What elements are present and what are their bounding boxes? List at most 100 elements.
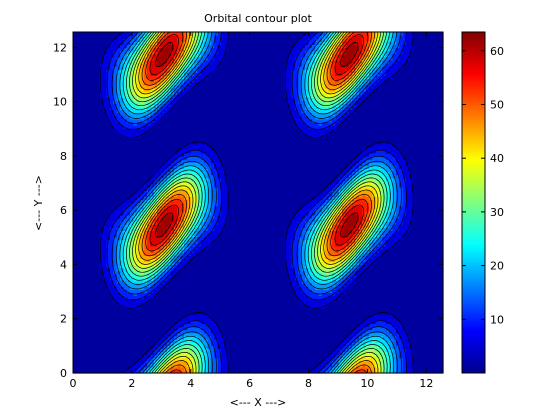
contour-cell [184, 183, 188, 188]
contour-cell [163, 289, 168, 293]
contour-cell [153, 357, 158, 362]
contour-cell [217, 53, 222, 58]
contour-cell [130, 84, 135, 89]
contour-cell [73, 199, 77, 204]
contour-cell [214, 180, 219, 185]
contour-cell [83, 295, 88, 300]
contour-cell [106, 348, 111, 352]
contour-cell [79, 32, 84, 36]
contour-cell [83, 90, 88, 95]
contour-cell [221, 366, 225, 371]
contour-cell [76, 115, 81, 120]
contour-cell [160, 295, 165, 300]
contour-cell [130, 53, 135, 58]
contour-cell [79, 295, 84, 300]
contour-cell [147, 345, 151, 349]
contour-cell [180, 199, 185, 204]
contour-cell [163, 249, 168, 253]
contour-cell [160, 314, 165, 318]
contour-cell [217, 261, 222, 266]
contour-cell [83, 56, 88, 61]
contour-cell [177, 47, 182, 52]
contour-cell [126, 199, 131, 204]
contour-cell [207, 267, 212, 272]
contour-cell [113, 78, 118, 83]
contour-cell [224, 332, 229, 337]
contour-cell [130, 140, 135, 145]
contour-cell [157, 211, 162, 216]
contour-cell [150, 156, 155, 160]
contour-cell [217, 366, 222, 371]
contour-cell [86, 242, 91, 247]
contour-cell [184, 115, 188, 120]
contour-cell [187, 131, 192, 135]
contour-cell [99, 270, 104, 275]
contour-cell [123, 298, 128, 303]
contour-cell [197, 78, 202, 83]
contour-cell [123, 323, 128, 328]
contour-cell [93, 44, 98, 49]
contour-cell [133, 280, 138, 284]
contour-cell [86, 255, 91, 259]
contour-cell [214, 174, 219, 179]
contour-cell [187, 245, 192, 250]
contour-cell [150, 112, 155, 117]
contour-cell [224, 360, 229, 365]
contour-cell [89, 323, 94, 328]
contour-cell [221, 128, 225, 132]
contour-cell [153, 273, 158, 278]
contour-cell [83, 233, 88, 238]
contour-cell [99, 35, 104, 39]
contour-cell [217, 152, 222, 157]
contour-cell [123, 335, 128, 340]
contour-cell [133, 187, 138, 191]
contour-cell [130, 97, 135, 101]
contour-cell [214, 270, 219, 275]
contour-cell [150, 100, 155, 104]
contour-cell [93, 218, 98, 222]
contour-cell [147, 109, 151, 114]
contour-cell [123, 332, 128, 337]
contour-cell [89, 261, 94, 266]
contour-cell [200, 162, 205, 166]
contour-cell [204, 311, 209, 315]
contour-cell [217, 214, 222, 219]
contour-cell [110, 276, 114, 281]
contour-cell [200, 115, 205, 120]
contour-cell [99, 156, 104, 160]
contour-cell [184, 66, 188, 70]
contour-cell [130, 56, 135, 61]
contour-cell [200, 323, 205, 328]
contour-cell [160, 317, 165, 321]
contour-cell [221, 137, 225, 142]
contour-cell [120, 35, 125, 39]
contour-cell [170, 264, 175, 269]
contour-cell [221, 230, 225, 235]
contour-cell [96, 273, 101, 278]
contour-cell [96, 63, 101, 67]
contour-cell [180, 326, 185, 331]
contour-cell [99, 335, 104, 340]
contour-cell [160, 267, 165, 272]
contour-cell [184, 121, 188, 126]
contour-cell [113, 171, 118, 176]
contour-cell [86, 363, 91, 368]
contour-cell [110, 35, 114, 39]
contour-cell [136, 159, 141, 163]
contour-cell [224, 245, 229, 250]
contour-cell [123, 109, 128, 114]
contour-cell [180, 329, 185, 334]
contour-cell [73, 224, 77, 228]
contour-cell [116, 323, 121, 328]
contour-cell [170, 156, 175, 160]
contour-cell [177, 59, 182, 64]
contour-cell [177, 211, 182, 216]
contour-cell [110, 44, 114, 49]
contour-cell [170, 87, 175, 92]
contour-cell [83, 342, 88, 346]
contour-cell [120, 165, 125, 169]
contour-cell [110, 214, 114, 219]
contour-cell [173, 227, 178, 231]
contour-cell [133, 363, 138, 368]
contour-cell [177, 41, 182, 45]
